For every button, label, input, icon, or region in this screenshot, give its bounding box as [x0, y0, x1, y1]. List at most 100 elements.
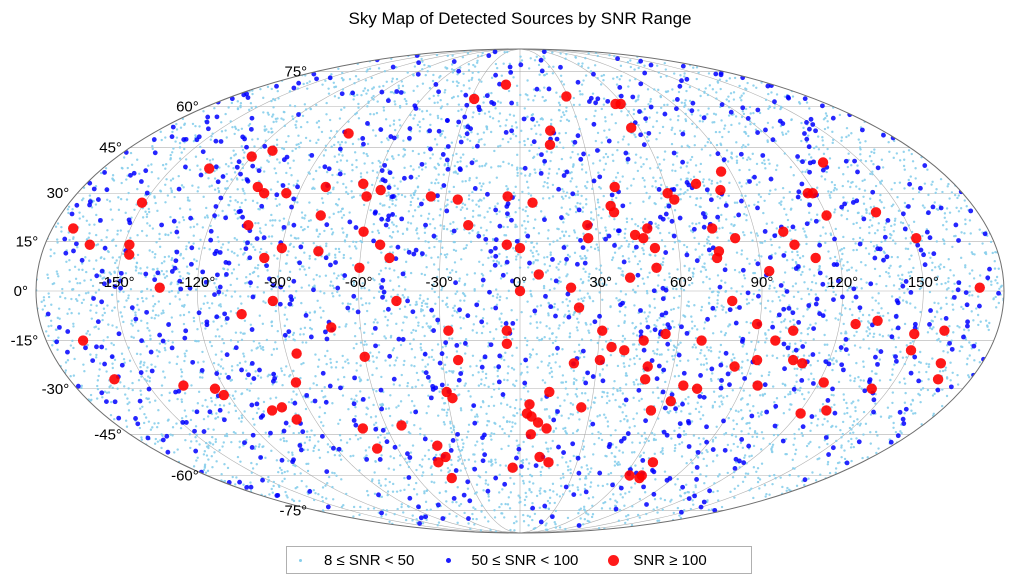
low-snr-point [194, 288, 198, 291]
low-snr-point [514, 210, 517, 214]
low-snr-point [269, 397, 272, 400]
low-snr-point [762, 437, 765, 440]
low-snr-point [750, 454, 753, 458]
low-snr-point [330, 73, 333, 76]
low-snr-point [657, 227, 660, 230]
low-snr-point [596, 54, 599, 58]
low-snr-point [640, 397, 643, 401]
low-snr-point [537, 253, 540, 256]
low-snr-point [301, 216, 304, 219]
low-snr-point [600, 271, 603, 275]
low-snr-point [843, 449, 846, 452]
low-snr-point [528, 352, 532, 356]
low-snr-point [831, 286, 835, 289]
low-snr-point [911, 197, 915, 201]
low-snr-point [314, 375, 317, 378]
low-snr-point [873, 151, 876, 155]
low-snr-point [243, 332, 246, 335]
low-snr-point [945, 302, 948, 306]
low-snr-point [411, 444, 415, 447]
low-snr-point [364, 449, 368, 452]
low-snr-point [535, 249, 538, 253]
low-snr-point [587, 52, 590, 55]
low-snr-point [461, 180, 464, 183]
low-snr-point [668, 272, 671, 275]
low-snr-point [291, 333, 295, 337]
low-snr-point [338, 117, 342, 120]
low-snr-point [968, 284, 971, 288]
low-snr-point [605, 364, 609, 367]
low-snr-point [677, 90, 681, 94]
low-snr-point [741, 110, 745, 113]
low-snr-point [495, 66, 499, 70]
low-snr-point [542, 55, 545, 58]
low-snr-point [840, 247, 843, 251]
low-snr-point [508, 507, 512, 510]
low-snr-point [543, 489, 546, 493]
low-snr-point [524, 174, 527, 177]
low-snr-point [213, 177, 217, 180]
low-snr-point [372, 360, 375, 363]
low-snr-point [706, 346, 709, 349]
low-snr-point [421, 458, 424, 461]
low-snr-point [684, 398, 687, 401]
low-snr-point [852, 248, 855, 252]
low-snr-point [857, 317, 861, 320]
low-snr-point [852, 420, 856, 423]
low-snr-point [663, 61, 666, 65]
low-snr-point [803, 281, 806, 284]
low-snr-point [136, 253, 140, 257]
low-snr-point [531, 445, 534, 448]
low-snr-point [758, 111, 762, 115]
low-snr-point [807, 477, 810, 480]
low-snr-point [486, 483, 490, 486]
low-snr-point [278, 161, 281, 164]
low-snr-point [343, 240, 347, 243]
low-snr-point [609, 353, 613, 357]
low-snr-point [199, 145, 202, 149]
low-snr-point [551, 195, 555, 198]
low-snr-point [833, 211, 836, 214]
low-snr-point [459, 156, 463, 159]
low-snr-point [384, 513, 388, 516]
low-snr-point [136, 303, 139, 307]
low-snr-point [791, 95, 795, 98]
low-snr-point [977, 323, 980, 327]
low-snr-point [968, 341, 971, 344]
low-snr-point [171, 426, 175, 429]
low-snr-point [236, 364, 239, 367]
low-snr-point [788, 408, 791, 411]
low-snr-point [170, 189, 173, 192]
low-snr-point [683, 243, 686, 247]
low-snr-point [725, 98, 728, 101]
low-snr-point [596, 131, 600, 135]
low-snr-point [490, 459, 493, 463]
low-snr-point [589, 338, 593, 342]
low-snr-point [370, 479, 374, 483]
low-snr-point [322, 424, 325, 427]
low-snr-point [761, 161, 764, 165]
low-snr-point [448, 512, 451, 516]
low-snr-point [471, 329, 474, 332]
low-snr-point [115, 259, 118, 262]
low-snr-point [531, 518, 534, 522]
low-snr-point [636, 98, 640, 101]
low-snr-point [342, 213, 346, 217]
low-snr-point [351, 142, 355, 146]
low-snr-point [575, 326, 579, 329]
low-snr-point [462, 72, 465, 76]
low-snr-point [778, 299, 782, 302]
low-snr-point [456, 124, 459, 128]
low-snr-point [416, 85, 419, 88]
low-snr-point [657, 274, 660, 277]
low-snr-point [543, 180, 546, 184]
low-snr-point [135, 352, 139, 356]
low-snr-point [336, 378, 340, 381]
low-snr-point [698, 119, 702, 123]
low-snr-point [745, 298, 749, 301]
low-snr-point [727, 416, 730, 420]
low-snr-point [580, 338, 584, 341]
low-snr-point [180, 400, 184, 404]
low-snr-point [417, 378, 420, 382]
low-snr-point [317, 448, 321, 452]
